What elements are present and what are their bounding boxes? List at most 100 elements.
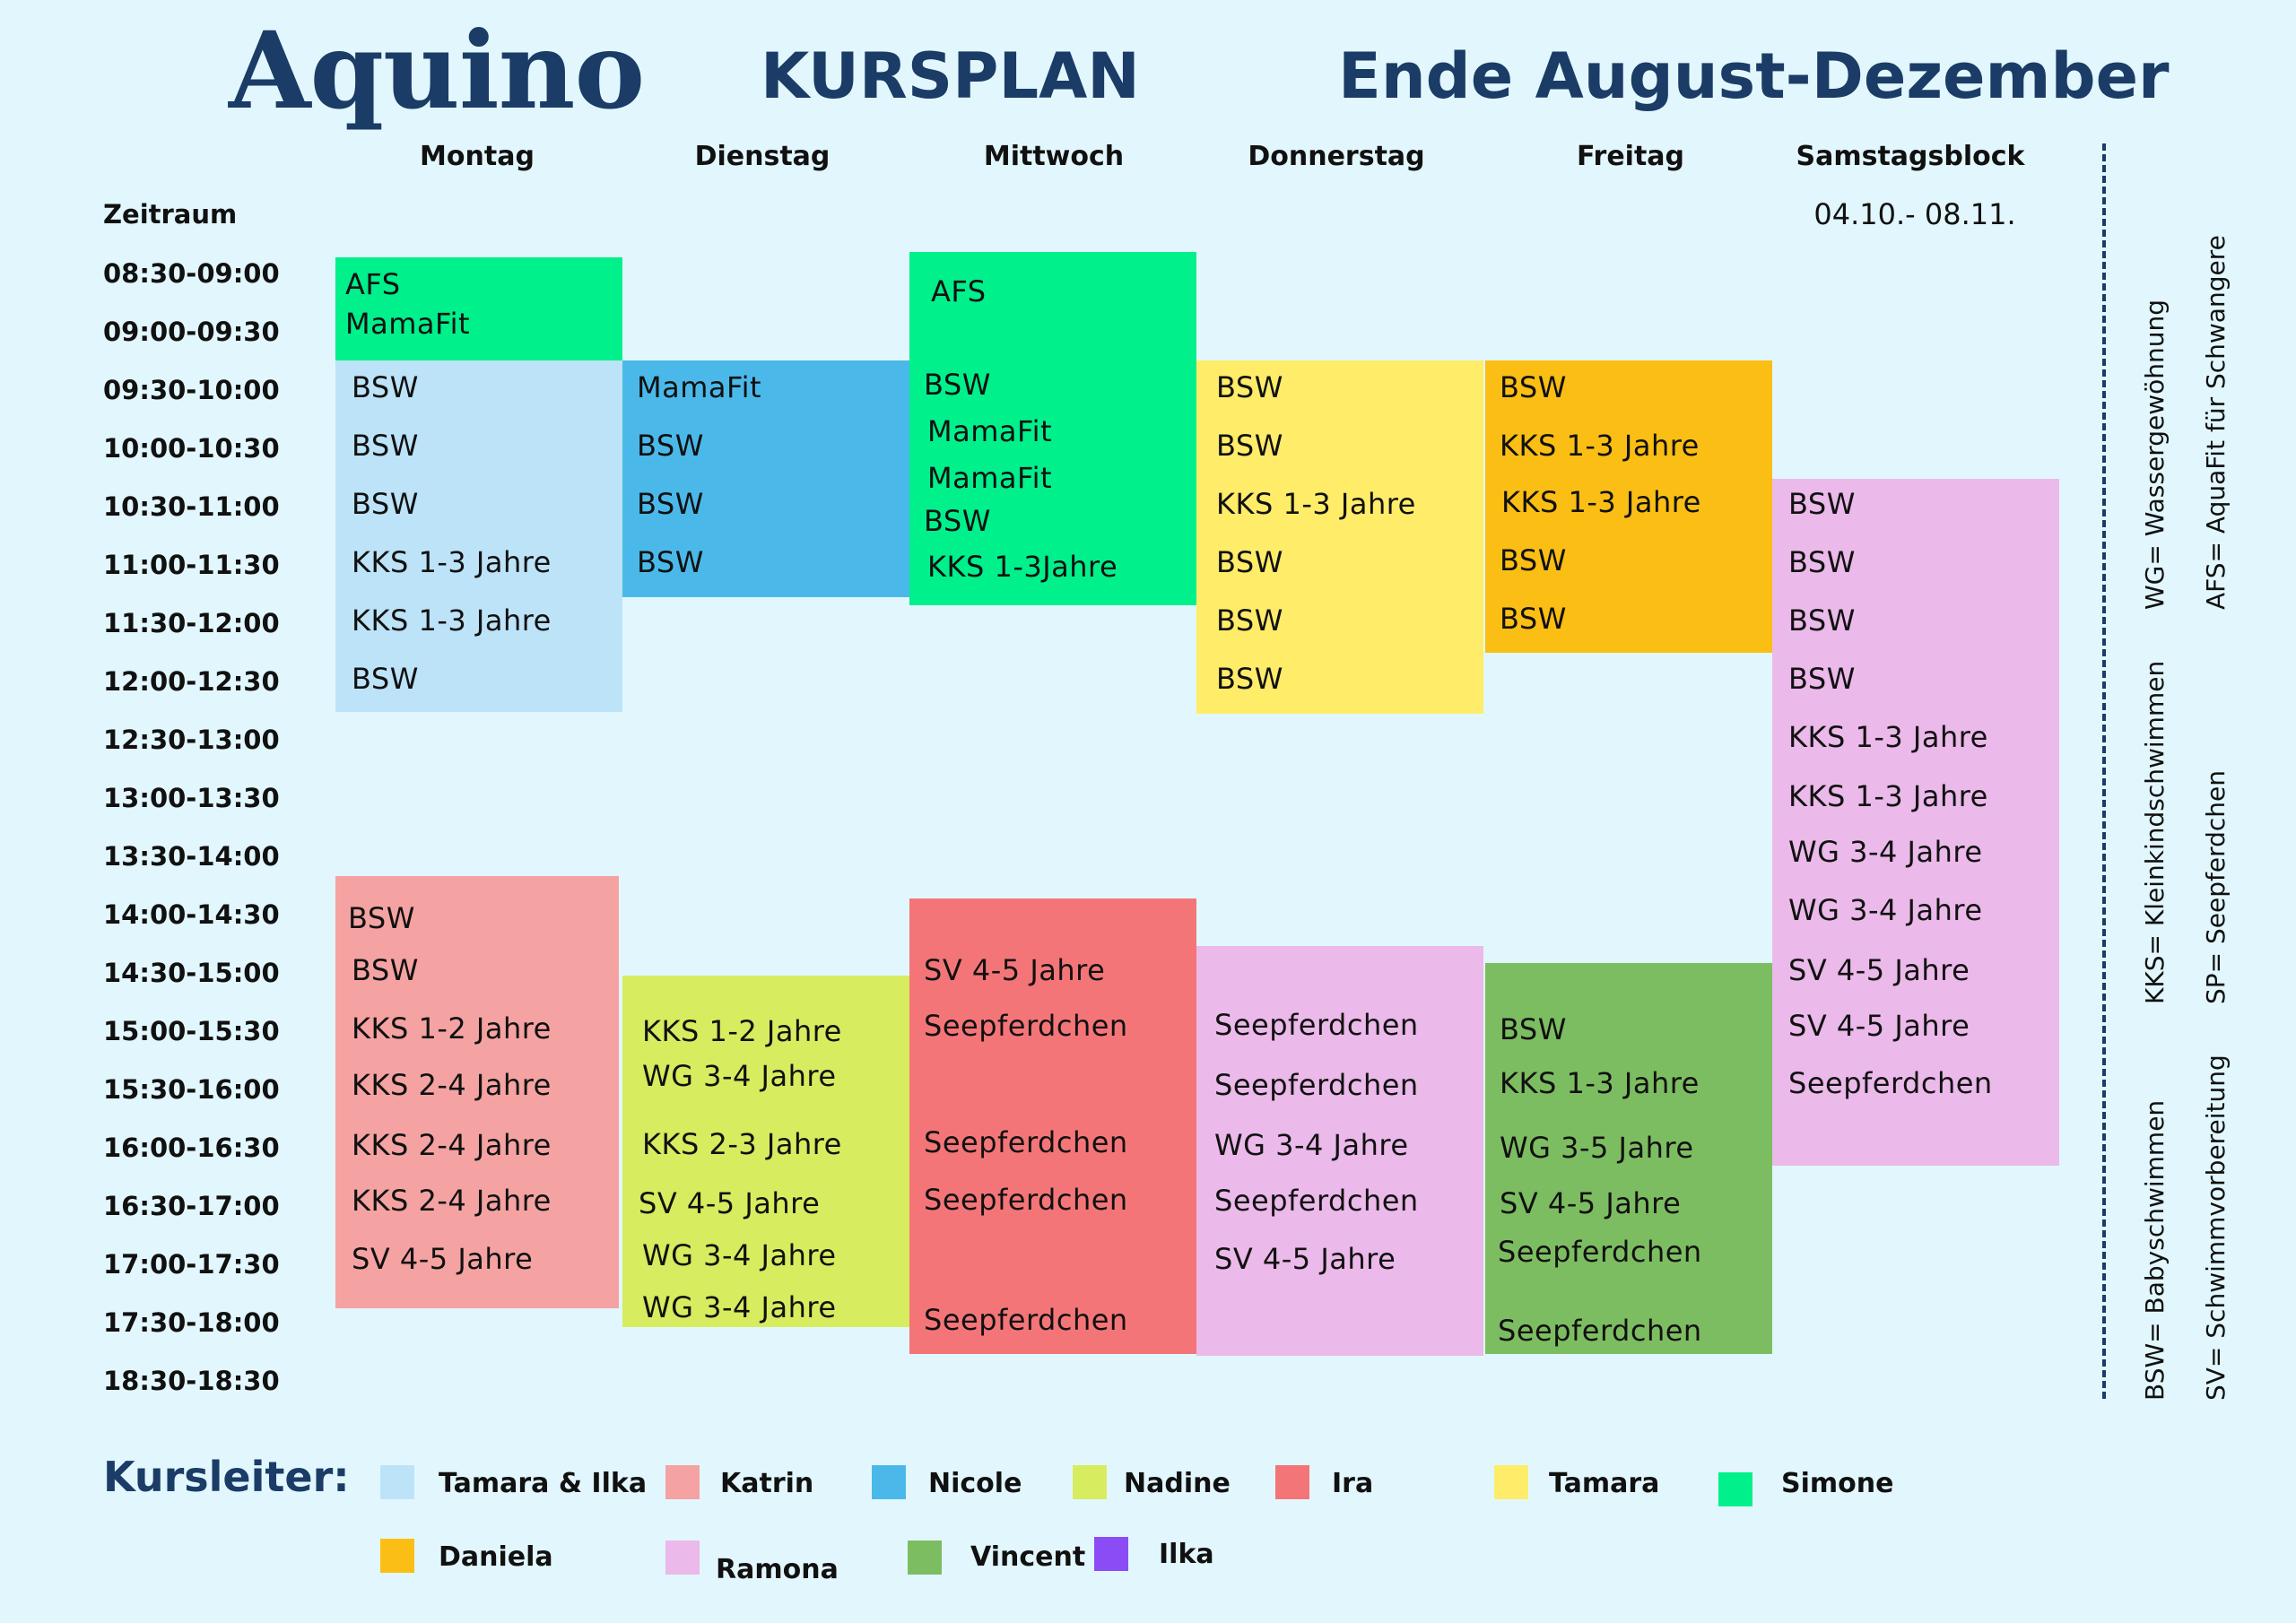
course-entry: BSW (1500, 1012, 1567, 1046)
time-slot: 16:00-16:30 (103, 1133, 280, 1163)
time-slot: 12:00-12:30 (103, 666, 280, 697)
course-entry: BSW (1500, 543, 1567, 577)
course-block-montag-simone: AFS MamaFit (335, 257, 622, 360)
legend-name: Ramona (716, 1554, 839, 1585)
course-entry: BSW (352, 429, 419, 463)
abbreviation-bsw: BSW= Babyschwimmen (2140, 1099, 2170, 1401)
abbreviation-afs: AFS= AquaFit für Schwangere (2201, 235, 2231, 610)
course-entry: WG 3-4 Jahre (1788, 893, 1983, 927)
course-entry: WG 3-5 Jahre (1500, 1131, 1694, 1165)
course-entry: BSW (1216, 370, 1283, 404)
legend-swatch (908, 1541, 942, 1575)
legend-swatch (1494, 1465, 1528, 1499)
course-entry: KKS 1-3 Jahre (1788, 720, 1988, 754)
course-entry: WG 3-4 Jahre (642, 1238, 837, 1272)
logo: Aquino (229, 8, 645, 133)
course-entry: BSW (637, 429, 704, 463)
time-slot: 13:00-13:30 (103, 783, 280, 813)
time-slot: 12:30-13:00 (103, 725, 280, 755)
abbreviation-sp: SP= Seepferdchen (2201, 769, 2231, 1004)
day-header-samstagsblock: Samstagsblock (1796, 141, 2025, 172)
course-entry: KKS 1-3 Jahre (1500, 1066, 1700, 1100)
course-entry: BSW (1788, 545, 1856, 579)
course-entry: MamaFit (637, 370, 762, 404)
course-entry: WG 3-4 Jahre (1214, 1128, 1409, 1162)
time-slot: 14:30-15:00 (103, 958, 280, 988)
course-entry: BSW (1500, 602, 1567, 636)
legend-name: Vincent (970, 1541, 1086, 1573)
course-entry: SV 4-5 Jahre (1788, 1009, 1970, 1043)
time-slot: 08:30-09:00 (103, 258, 280, 289)
time-slot: 09:30-10:00 (103, 375, 280, 405)
course-entry: BSW (924, 504, 991, 538)
legend-swatch (380, 1539, 414, 1573)
day-header-mittwoch: Mittwoch (983, 141, 1125, 172)
course-entry: KKS 1-3 Jahre (1500, 429, 1700, 463)
course-entry: BSW (1216, 662, 1283, 696)
course-entry: Seepferdchen (924, 1303, 1128, 1337)
course-entry: AFS (931, 274, 987, 308)
time-slot: 13:30-14:00 (103, 841, 280, 872)
legend-name: Nadine (1124, 1468, 1231, 1499)
course-entry: Seepferdchen (1498, 1235, 1702, 1269)
course-entry: WG 3-4 Jahre (642, 1290, 837, 1324)
course-entry: KKS 1-2 Jahre (352, 1011, 552, 1046)
zeitraum-label: Zeitraum (103, 199, 238, 230)
day-header-dienstag: Dienstag (694, 141, 831, 172)
course-entry: BSW (352, 662, 419, 696)
legend-name: Tamara (1549, 1468, 1660, 1499)
course-entry: Seepferdchen (1498, 1314, 1702, 1348)
legend-name: Ilka (1159, 1539, 1214, 1570)
course-entry: KKS 1-3 Jahre (1788, 779, 1988, 813)
course-entry: SV 4-5 Jahre (639, 1186, 821, 1220)
course-entry: Seepferdchen (924, 1009, 1128, 1043)
time-slot: 17:30-18:00 (103, 1307, 280, 1338)
course-entry: KKS 2-3 Jahre (642, 1127, 842, 1161)
day-header-freitag: Freitag (1576, 141, 1685, 172)
page-title: KURSPLAN (761, 39, 1140, 113)
course-entry: MamaFit (927, 461, 1053, 495)
course-entry: BSW (637, 545, 704, 579)
course-entry: BSW (348, 901, 415, 935)
time-slot: 17:00-17:30 (103, 1249, 280, 1280)
course-block-freitag-vincent: BSW KKS 1-3 Jahre WG 3-5 Jahre SV 4-5 Ja… (1485, 963, 1772, 1354)
course-entry: BSW (1216, 603, 1283, 638)
legend-swatch (665, 1541, 700, 1575)
day-header-donnerstag: Donnerstag (1248, 141, 1425, 172)
time-slot: 15:00-15:30 (103, 1016, 280, 1046)
abbreviation-wg: WG= Wassergewöhnung (2140, 299, 2170, 610)
legend-swatch (1073, 1465, 1107, 1499)
course-entry: BSW (1788, 662, 1856, 696)
course-entry: KKS 1-3 Jahre (352, 603, 552, 638)
course-entry: WG 3-4 Jahre (1788, 835, 1983, 869)
legend-swatch (1718, 1472, 1752, 1506)
course-block-montag-katrin: BSW BSW KKS 1-2 Jahre KKS 2-4 Jahre KKS … (335, 876, 619, 1308)
course-entry: BSW (1216, 429, 1283, 463)
time-slot: 11:00-11:30 (103, 550, 280, 580)
course-entry: Seepferdchen (924, 1125, 1128, 1159)
legend-name: Katrin (720, 1468, 814, 1499)
legend-name: Ira (1332, 1468, 1374, 1499)
course-entry: KKS 1-3Jahre (927, 550, 1118, 584)
abbreviation-sv: SV= Schwimmvorbereitung (2201, 1055, 2231, 1401)
course-entry: SV 4-5 Jahre (352, 1242, 534, 1276)
course-entry: SV 4-5 Jahre (924, 953, 1106, 987)
course-entry: BSW (352, 487, 419, 521)
legend-swatch (1275, 1465, 1309, 1499)
time-slot: 14:00-14:30 (103, 899, 280, 930)
course-entry: Seepferdchen (924, 1183, 1128, 1217)
day-header-montag: Montag (420, 141, 535, 172)
legend-name: Nicole (928, 1468, 1022, 1499)
legend-name: Simone (1781, 1468, 1894, 1499)
course-entry: MamaFit (927, 414, 1053, 448)
course-entry: SV 4-5 Jahre (1788, 953, 1970, 987)
course-entry: WG 3-4 Jahre (642, 1059, 837, 1093)
legend-name: Tamara & Ilka (439, 1468, 648, 1499)
course-entry: BSW (1788, 487, 1856, 521)
course-block-donnerstag-ramona: Seepferdchen Seepferdchen WG 3-4 Jahre S… (1196, 946, 1483, 1356)
course-entry: Seepferdchen (1214, 1008, 1419, 1042)
course-entry: MamaFit (345, 307, 471, 341)
course-entry: KKS 1-3 Jahre (1501, 485, 1701, 519)
course-entry: BSW (352, 953, 419, 987)
time-slot: 15:30-16:00 (103, 1074, 280, 1105)
